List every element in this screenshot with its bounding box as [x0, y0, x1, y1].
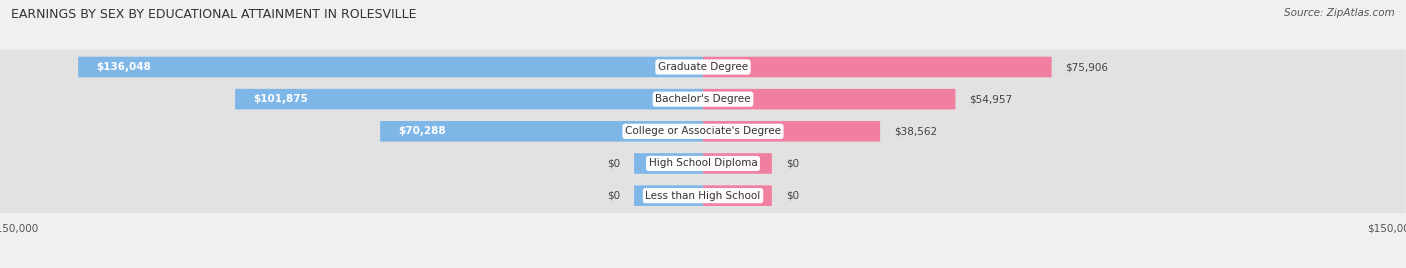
Text: High School Diploma: High School Diploma: [648, 158, 758, 169]
FancyBboxPatch shape: [0, 50, 1406, 84]
Text: $101,875: $101,875: [253, 94, 308, 104]
FancyBboxPatch shape: [703, 57, 1052, 77]
Text: Less than High School: Less than High School: [645, 191, 761, 201]
Text: $38,562: $38,562: [894, 126, 936, 136]
Text: EARNINGS BY SEX BY EDUCATIONAL ATTAINMENT IN ROLESVILLE: EARNINGS BY SEX BY EDUCATIONAL ATTAINMEN…: [11, 8, 416, 21]
Text: Source: ZipAtlas.com: Source: ZipAtlas.com: [1284, 8, 1395, 18]
Text: $70,288: $70,288: [398, 126, 446, 136]
FancyBboxPatch shape: [0, 114, 1406, 148]
FancyBboxPatch shape: [235, 89, 703, 109]
Text: $0: $0: [607, 158, 620, 169]
FancyBboxPatch shape: [703, 185, 772, 206]
Text: $0: $0: [607, 191, 620, 201]
Text: Bachelor's Degree: Bachelor's Degree: [655, 94, 751, 104]
FancyBboxPatch shape: [634, 185, 703, 206]
Text: College or Associate's Degree: College or Associate's Degree: [626, 126, 780, 136]
Text: Graduate Degree: Graduate Degree: [658, 62, 748, 72]
Text: $0: $0: [786, 191, 799, 201]
Text: $0: $0: [786, 158, 799, 169]
FancyBboxPatch shape: [79, 57, 703, 77]
FancyBboxPatch shape: [703, 89, 956, 109]
FancyBboxPatch shape: [703, 121, 880, 142]
FancyBboxPatch shape: [0, 146, 1406, 181]
FancyBboxPatch shape: [0, 82, 1406, 116]
Text: $54,957: $54,957: [969, 94, 1012, 104]
Text: $136,048: $136,048: [97, 62, 152, 72]
FancyBboxPatch shape: [380, 121, 703, 142]
Text: $75,906: $75,906: [1066, 62, 1108, 72]
FancyBboxPatch shape: [634, 153, 703, 174]
FancyBboxPatch shape: [0, 178, 1406, 213]
FancyBboxPatch shape: [703, 153, 772, 174]
